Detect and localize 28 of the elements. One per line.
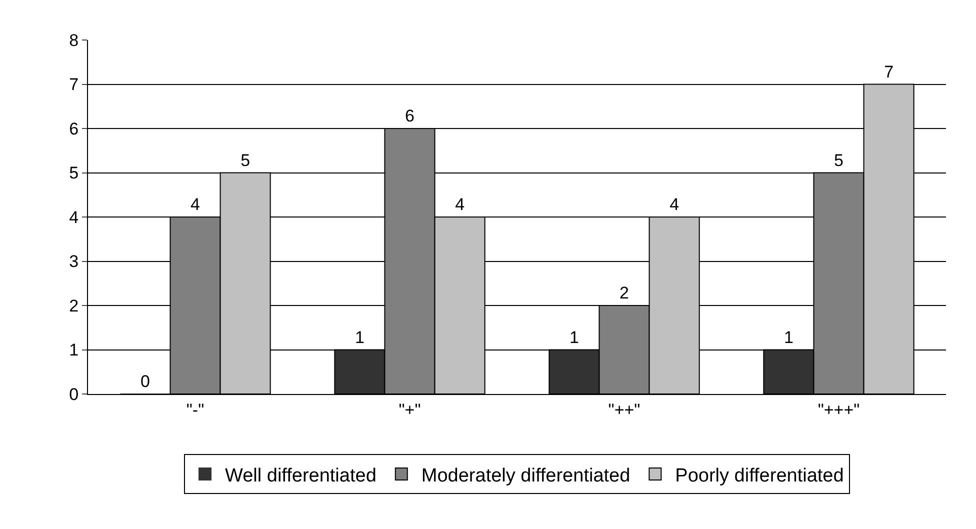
data-label: 0 bbox=[140, 372, 150, 391]
y-tick-label: 3 bbox=[69, 252, 79, 272]
data-label: 7 bbox=[884, 62, 894, 82]
y-tick-label: 8 bbox=[69, 30, 79, 50]
y-tick-label: 4 bbox=[69, 208, 79, 227]
y-tick-label: 6 bbox=[69, 119, 79, 138]
data-label: 4 bbox=[190, 195, 200, 214]
data-label: 4 bbox=[455, 195, 465, 214]
data-label: 1 bbox=[784, 328, 794, 347]
x-tick-label: "+" bbox=[398, 400, 421, 420]
legend-label: Poorly differentiated bbox=[675, 465, 844, 486]
x-tick-label: "-" bbox=[186, 400, 204, 420]
x-tick-label: "++" bbox=[608, 400, 640, 420]
data-label: 1 bbox=[569, 328, 579, 347]
legend-label: Moderately differentiated bbox=[421, 465, 630, 486]
data-label: 2 bbox=[620, 284, 629, 302]
legend-label: Well differentiated bbox=[225, 465, 376, 486]
y-tick-label: 0 bbox=[69, 384, 79, 404]
x-tick-label: "+++" bbox=[818, 400, 860, 420]
y-tick-label: 7 bbox=[69, 75, 79, 94]
data-label: 6 bbox=[405, 106, 414, 126]
data-label: 5 bbox=[834, 150, 844, 170]
data-label: 5 bbox=[240, 150, 250, 170]
data-label: 1 bbox=[354, 328, 364, 347]
y-tick-label: 5 bbox=[69, 164, 79, 183]
y-tick-label: 2 bbox=[69, 296, 79, 316]
y-tick-label: 1 bbox=[69, 340, 79, 360]
data-label: 4 bbox=[670, 195, 680, 214]
